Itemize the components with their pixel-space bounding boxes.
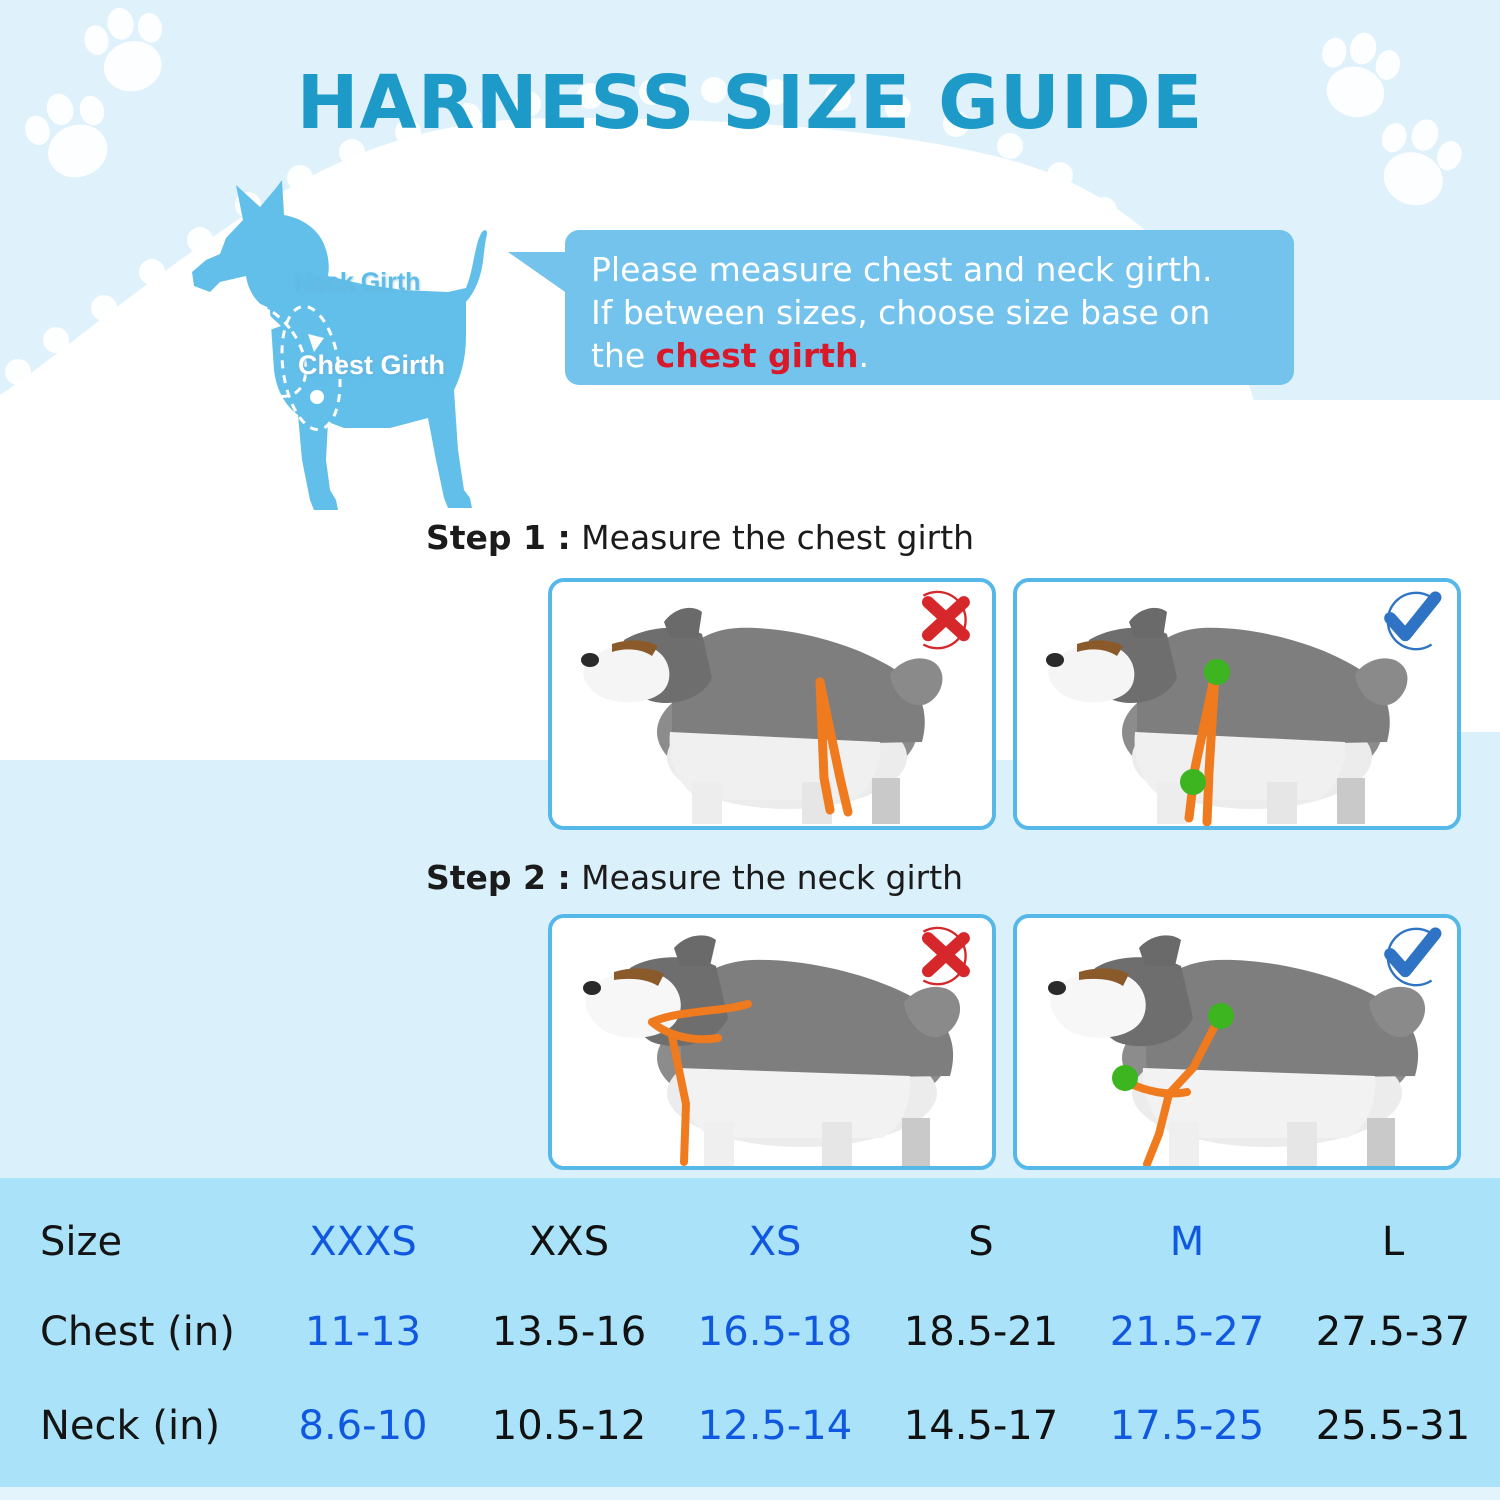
callout-tail: [508, 252, 568, 294]
size-header-s: S: [968, 1219, 994, 1265]
callout-highlight: chest girth: [655, 336, 859, 375]
row-label-size: Size: [40, 1219, 123, 1265]
step-2-number: Step 2 :: [426, 858, 571, 897]
chest-girth-label: Chest Girth: [298, 350, 446, 380]
example-photo-neck-correct: [1013, 914, 1461, 1170]
background-band-footer: [0, 1487, 1500, 1500]
callout-line-3-prefix: the: [591, 336, 656, 375]
step-1-number: Step 1 :: [426, 518, 571, 557]
table-row-neck: Neck (in) 8.6-10 10.5-12 12.5-14 14.5-17…: [0, 1386, 1500, 1466]
chest-value-xs: 16.5-18: [697, 1309, 853, 1355]
table-row-chest: Chest (in) 11-13 13.5-16 16.5-18 18.5-21…: [0, 1292, 1500, 1372]
size-header-xxs: XXS: [528, 1219, 610, 1265]
chest-value-xxxs: 11-13: [304, 1309, 422, 1355]
chest-value-xxs: 13.5-16: [491, 1309, 647, 1355]
neck-value-s: 14.5-17: [903, 1403, 1059, 1449]
chest-value-s: 18.5-21: [903, 1309, 1059, 1355]
size-header-l: L: [1381, 1219, 1405, 1265]
callout-line-2: If between sizes, choose size base on: [591, 293, 1211, 332]
background-band-table: [0, 1178, 1500, 1487]
neck-value-m: 17.5-25: [1109, 1403, 1265, 1449]
example-photo-chest-incorrect: [548, 578, 996, 830]
step-1-text: Measure the chest girth: [570, 518, 975, 557]
example-photo-neck-incorrect: [548, 914, 996, 1170]
callout-line-3-suffix: .: [858, 336, 869, 375]
dog-silhouette-icon: [192, 180, 488, 510]
neck-girth-label: Neck Girth: [294, 268, 421, 296]
cross-icon: [921, 926, 970, 986]
step-2-label: Step 2 : Measure the neck girth: [426, 858, 963, 897]
size-header-m: M: [1169, 1219, 1205, 1265]
callout-line-3: the chest girth.: [591, 334, 1272, 377]
neck-value-xs: 12.5-14: [697, 1403, 853, 1449]
measure-point-dot: [1204, 659, 1230, 685]
measurement-callout: Please measure chest and neck girth. If …: [565, 230, 1294, 385]
check-icon: [1384, 927, 1442, 987]
table-row-size: Size XXXS XXS XS S M L: [0, 1202, 1500, 1282]
neck-value-xxxs: 8.6-10: [298, 1403, 428, 1449]
row-label-neck: Neck (in): [40, 1403, 221, 1449]
measure-point-dot: [1112, 1065, 1138, 1091]
size-header-xxxs: XXXS: [309, 1219, 417, 1265]
measure-point-dot: [1180, 769, 1206, 795]
callout-line-1: Please measure chest and neck girth.: [591, 250, 1213, 289]
dog-photo: [552, 918, 992, 1166]
dog-photo: [552, 582, 992, 826]
cross-icon: [921, 590, 970, 650]
neck-value-l: 25.5-31: [1315, 1403, 1471, 1449]
row-label-chest: Chest (in): [40, 1309, 235, 1355]
step-2-text: Measure the neck girth: [570, 858, 964, 897]
size-header-xs: XS: [748, 1219, 802, 1265]
example-photo-chest-correct: [1013, 578, 1461, 830]
chest-value-l: 27.5-37: [1315, 1309, 1471, 1355]
dog-silhouette-diagram: Neck Girth Chest Girth: [148, 160, 568, 530]
neck-value-xxs: 10.5-12: [491, 1403, 647, 1449]
dog-photo: [1017, 918, 1457, 1166]
dog-photo: [1017, 582, 1457, 826]
step-1-label: Step 1 : Measure the chest girth: [426, 518, 974, 557]
check-icon: [1384, 591, 1442, 651]
page-title: HARNESS SIZE GUIDE: [296, 60, 1204, 146]
chest-value-m: 21.5-27: [1109, 1309, 1265, 1355]
measure-point-dot: [1208, 1003, 1234, 1029]
size-table: Size XXXS XXS XS S M L Chest (in) 11-13 …: [0, 1178, 1500, 1487]
